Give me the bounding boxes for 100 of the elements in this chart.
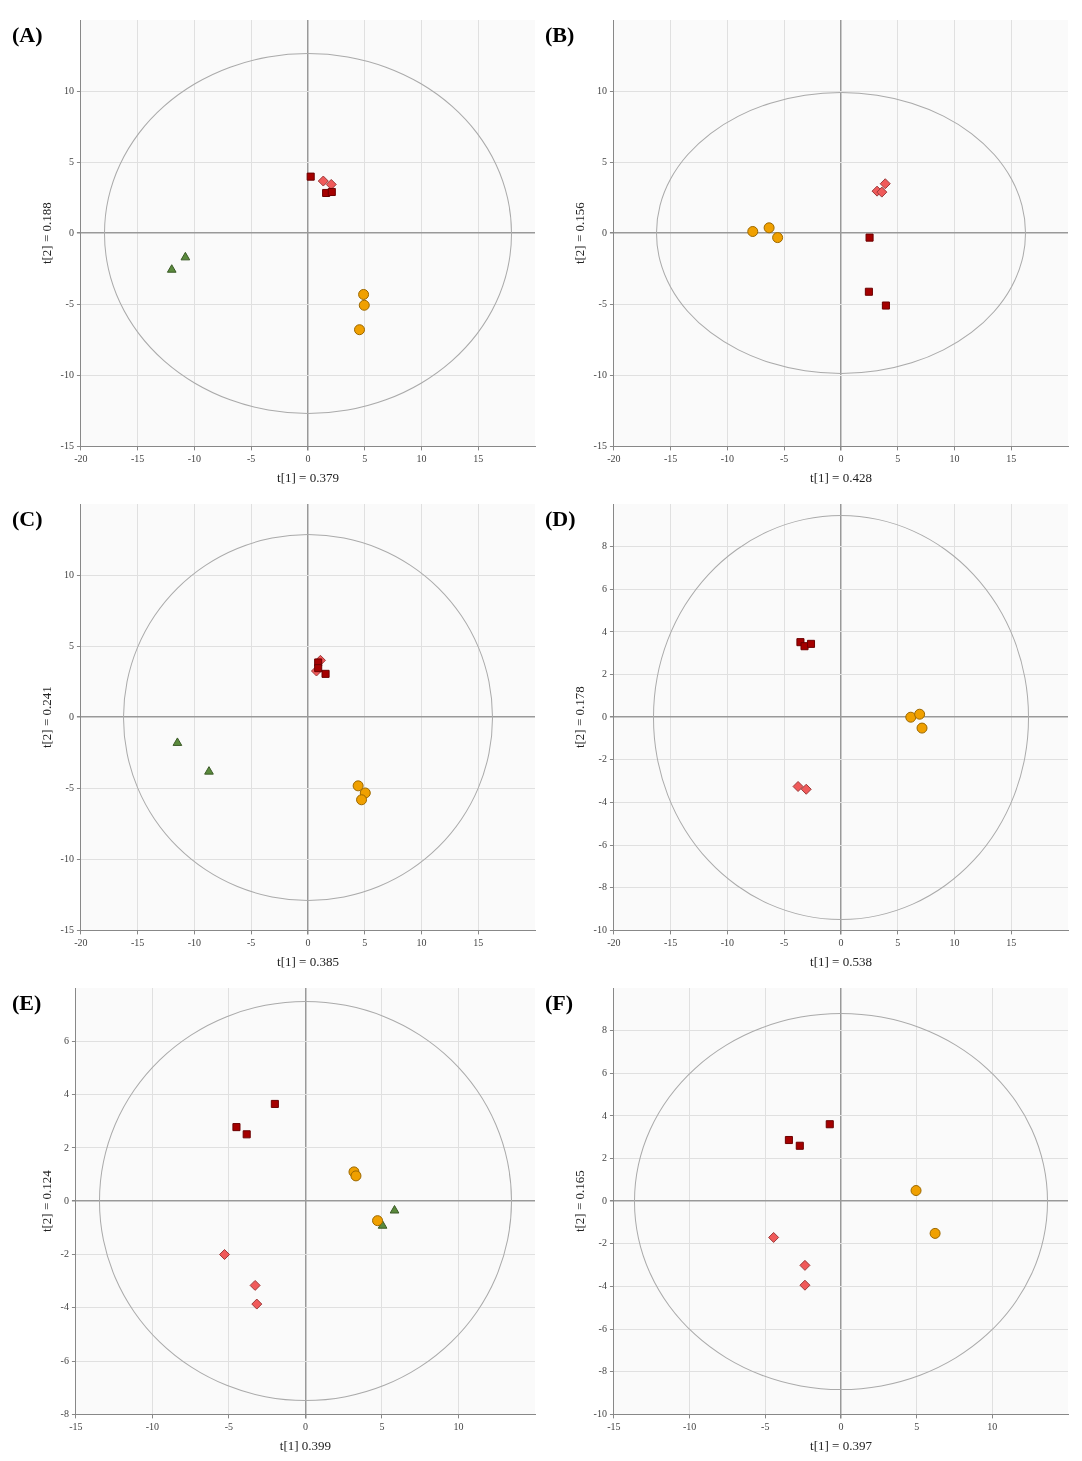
y-tick-label: 5 bbox=[601, 155, 607, 167]
y-axis-title: t[2] = 0.188 bbox=[39, 202, 55, 265]
y-tick-label: -10 bbox=[593, 1408, 607, 1420]
y-tick-label: 8 bbox=[601, 540, 607, 552]
y-tick-label: 5 bbox=[68, 155, 74, 167]
x-tick-label: -15 bbox=[131, 937, 145, 949]
y-tick-label: 5 bbox=[68, 639, 74, 651]
y-tick-label: 10 bbox=[63, 84, 74, 96]
y-tick-label: 4 bbox=[601, 625, 607, 637]
chart-title: (F) bbox=[545, 990, 574, 1016]
x-tick-label: 0 bbox=[838, 937, 844, 949]
x-tick-label: 10 bbox=[416, 937, 427, 949]
x-tick-label: 0 bbox=[838, 453, 844, 465]
x-tick-label: 15 bbox=[1006, 453, 1017, 465]
x-tick-label: 0 bbox=[302, 1421, 308, 1433]
x-tick-label: 0 bbox=[305, 453, 311, 465]
y-axis-title: t[2] = 0.156 bbox=[572, 201, 588, 265]
chart-title: (C) bbox=[12, 506, 43, 532]
chart-title: (D) bbox=[545, 506, 576, 532]
x-tick-label: -10 bbox=[720, 453, 735, 465]
y-axis-title: t[2] = 0.241 bbox=[39, 686, 55, 749]
x-tick-label: 15 bbox=[1006, 937, 1017, 949]
y-tick-label: 0 bbox=[63, 1194, 69, 1206]
chart-title: (E) bbox=[12, 990, 42, 1016]
x-tick-label: -5 bbox=[761, 1421, 770, 1433]
y-tick-label: -2 bbox=[598, 753, 607, 765]
y-tick-label: 0 bbox=[601, 710, 607, 722]
x-tick-label: 5 bbox=[362, 937, 368, 949]
x-tick-label: -10 bbox=[187, 937, 202, 949]
x-axis-title: t[1] = 0.385 bbox=[277, 953, 339, 969]
y-tick-label: -5 bbox=[598, 297, 607, 309]
y-tick-label: -15 bbox=[60, 440, 74, 452]
y-tick-label: 4 bbox=[63, 1088, 69, 1100]
y-tick-label: -10 bbox=[60, 368, 74, 380]
x-tick-label: 10 bbox=[416, 453, 427, 465]
y-tick-label: 0 bbox=[68, 226, 74, 238]
x-axis-title: t[1] = 0.538 bbox=[810, 953, 872, 969]
y-tick-label: 2 bbox=[63, 1141, 69, 1153]
x-tick-label: -15 bbox=[664, 937, 678, 949]
x-tick-label: -5 bbox=[224, 1421, 234, 1433]
x-tick-label: 5 bbox=[379, 1421, 385, 1433]
y-tick-label: -10 bbox=[593, 924, 607, 936]
x-tick-label: -10 bbox=[187, 453, 202, 465]
y-tick-label: -4 bbox=[60, 1301, 69, 1313]
y-tick-label: -4 bbox=[598, 1280, 607, 1292]
y-tick-label: -8 bbox=[598, 881, 607, 893]
y-tick-label: -6 bbox=[598, 838, 607, 850]
y-tick-label: -10 bbox=[593, 368, 607, 380]
x-tick-label: -5 bbox=[247, 453, 256, 465]
x-tick-label: 5 bbox=[895, 453, 901, 465]
x-tick-label: 15 bbox=[473, 937, 484, 949]
y-tick-label: -15 bbox=[60, 924, 74, 936]
x-tick-label: -15 bbox=[664, 453, 678, 465]
x-tick-label: -20 bbox=[607, 937, 621, 949]
y-tick-label: -15 bbox=[593, 440, 607, 452]
x-tick-label: 10 bbox=[453, 1421, 464, 1433]
y-tick-label: 2 bbox=[601, 668, 607, 680]
x-tick-label: -5 bbox=[247, 937, 256, 949]
x-tick-label: 5 bbox=[895, 937, 901, 949]
chart-title: (B) bbox=[545, 22, 575, 48]
chart-title: (A) bbox=[12, 22, 43, 48]
y-tick-label: -8 bbox=[60, 1408, 69, 1420]
y-axis-title: t[2] = 0.165 bbox=[572, 1170, 588, 1233]
y-tick-label: 2 bbox=[601, 1152, 607, 1164]
x-axis-title: t[1] = 0.428 bbox=[810, 469, 872, 485]
y-tick-label: 10 bbox=[596, 84, 607, 96]
x-tick-label: -20 bbox=[74, 453, 88, 465]
x-axis-title: t[1] = 0.397 bbox=[810, 1437, 873, 1453]
y-tick-label: -6 bbox=[598, 1322, 607, 1334]
y-tick-label: 0 bbox=[601, 226, 607, 238]
y-tick-label: 0 bbox=[601, 1194, 607, 1206]
y-tick-label: -6 bbox=[60, 1354, 69, 1366]
y-tick-label: 6 bbox=[601, 582, 607, 594]
x-axis-title: t[1] = 0.379 bbox=[277, 469, 339, 485]
x-tick-label: -15 bbox=[131, 453, 145, 465]
y-tick-label: -2 bbox=[598, 1237, 607, 1249]
x-tick-label: 0 bbox=[305, 937, 311, 949]
y-tick-label: 6 bbox=[601, 1066, 607, 1078]
y-axis-title: t[2] = 0.124 bbox=[39, 1169, 55, 1233]
x-tick-label: 10 bbox=[987, 1421, 998, 1433]
y-tick-label: -2 bbox=[60, 1248, 69, 1260]
x-tick-label: 5 bbox=[362, 453, 368, 465]
x-tick-label: 15 bbox=[473, 453, 484, 465]
y-tick-label: -8 bbox=[598, 1365, 607, 1377]
x-tick-label: 5 bbox=[914, 1421, 920, 1433]
x-tick-label: 0 bbox=[838, 1421, 844, 1433]
y-tick-label: -10 bbox=[60, 852, 74, 864]
y-tick-label: 10 bbox=[63, 568, 74, 580]
y-tick-label: 8 bbox=[601, 1024, 607, 1036]
x-tick-label: -20 bbox=[607, 453, 621, 465]
x-tick-label: 10 bbox=[949, 937, 960, 949]
y-tick-label: 4 bbox=[601, 1109, 607, 1121]
x-tick-label: -5 bbox=[780, 937, 789, 949]
y-axis-title: t[2] = 0.178 bbox=[572, 686, 588, 749]
y-tick-label: 6 bbox=[63, 1034, 69, 1046]
x-tick-label: -10 bbox=[682, 1421, 697, 1433]
x-tick-label: -10 bbox=[145, 1421, 160, 1433]
x-tick-label: 10 bbox=[949, 453, 960, 465]
x-tick-label: -20 bbox=[74, 937, 88, 949]
y-tick-label: -5 bbox=[65, 781, 74, 793]
